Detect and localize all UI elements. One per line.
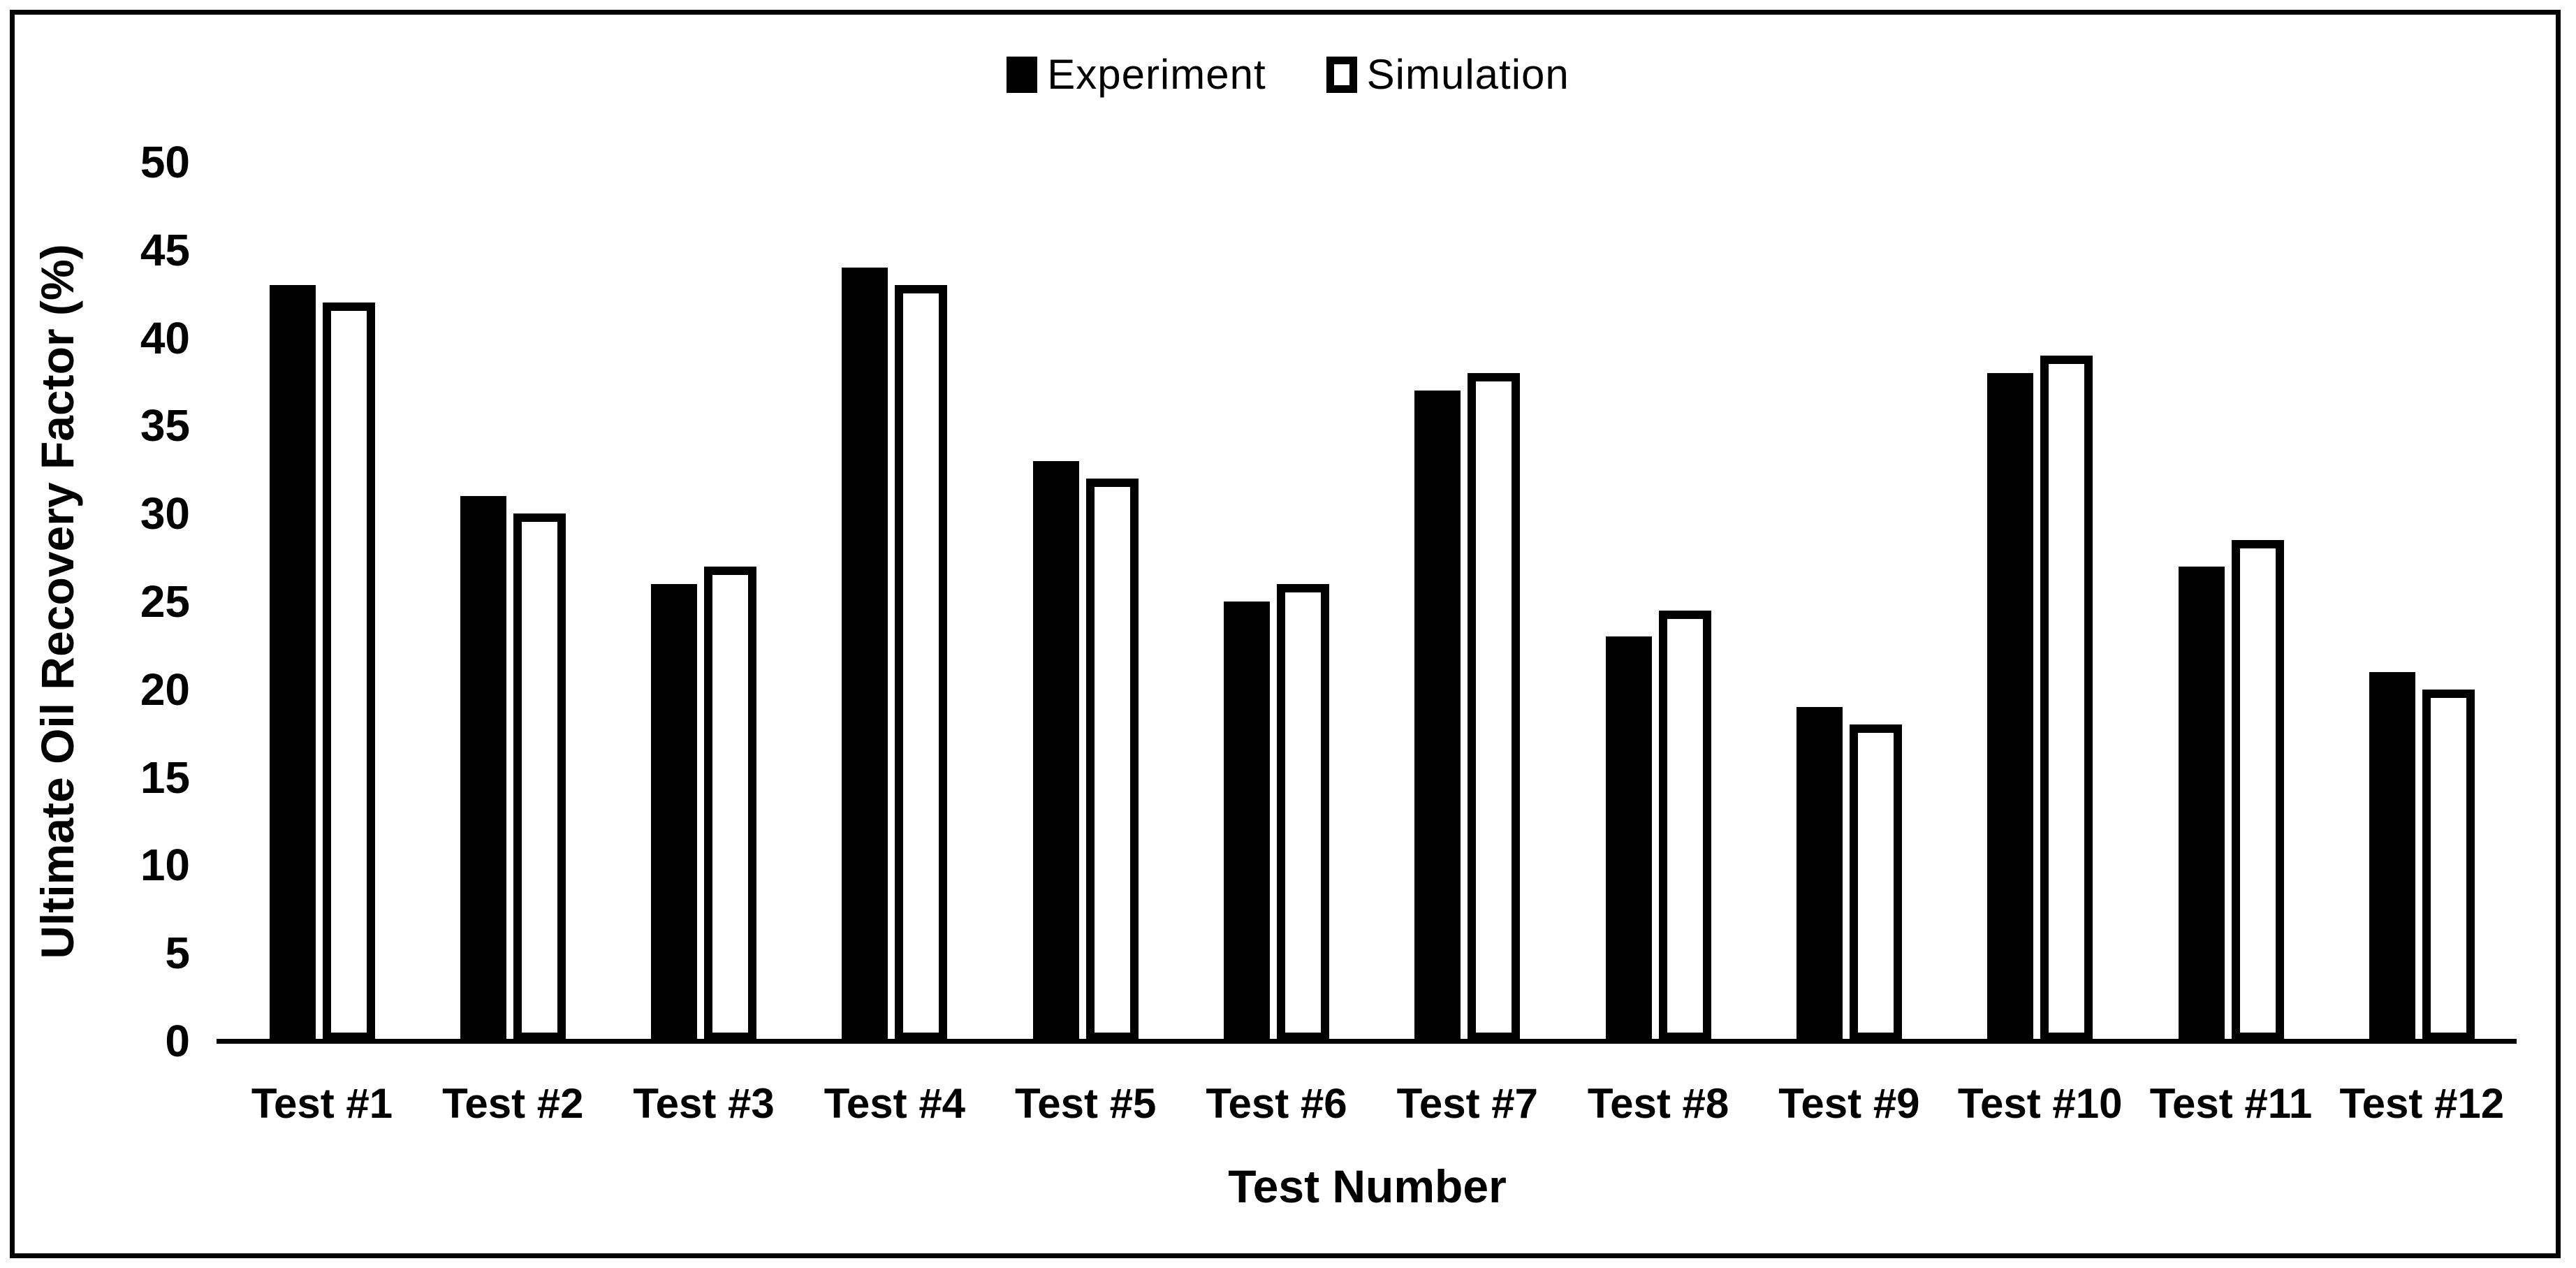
x-tick-label-test-5: Test #5: [1015, 1080, 1157, 1127]
y-tick-label-15: 15: [140, 752, 190, 803]
y-tick-label-20: 20: [140, 664, 190, 715]
x-tick-label-test-12: Test #12: [2339, 1080, 2505, 1127]
bar-experiment-test-10: [1987, 372, 2034, 1041]
legend: Experiment Simulation: [0, 50, 2576, 99]
legend-item-simulation: Simulation: [1326, 50, 1569, 99]
bar-simulation-test-8: [1658, 610, 1711, 1041]
legend-label-experiment: Experiment: [1047, 51, 1266, 98]
y-tick-label-40: 40: [140, 312, 190, 363]
bar-simulation-test-7: [1468, 372, 1521, 1041]
bar-experiment-test-1: [269, 285, 316, 1041]
bar-experiment-test-2: [460, 496, 506, 1041]
y-tick-label-50: 50: [140, 137, 190, 187]
bar-experiment-test-4: [842, 267, 888, 1041]
x-axis-title: Test Number: [1228, 1160, 1507, 1212]
y-tick-label-30: 30: [140, 488, 190, 539]
x-axis-line: [217, 1039, 2517, 1044]
bar-simulation-test-12: [2422, 689, 2475, 1041]
simulation-swatch-icon: [1326, 56, 1357, 93]
y-tick-label-25: 25: [140, 576, 190, 627]
x-tick-label-test-6: Test #6: [1206, 1080, 1347, 1127]
bar-simulation-test-3: [704, 566, 757, 1041]
bar-experiment-test-3: [651, 583, 698, 1041]
bar-experiment-test-6: [1224, 602, 1270, 1041]
bar-experiment-test-12: [2369, 671, 2415, 1041]
x-tick-label-test-2: Test #2: [442, 1080, 584, 1127]
y-tick-label-35: 35: [140, 400, 190, 451]
bar-simulation-test-5: [1085, 478, 1139, 1041]
bar-simulation-test-10: [2040, 355, 2093, 1041]
experiment-swatch-icon: [1007, 56, 1038, 93]
x-tick-label-test-11: Test #11: [2149, 1080, 2313, 1127]
legend-item-experiment: Experiment: [1007, 50, 1266, 99]
x-tick-label-test-4: Test #4: [824, 1080, 966, 1127]
bar-simulation-test-9: [1849, 724, 1902, 1041]
bar-simulation-test-1: [322, 303, 375, 1041]
x-tick-label-test-7: Test #7: [1396, 1080, 1538, 1127]
x-tick-label-test-3: Test #3: [633, 1080, 775, 1127]
bar-experiment-test-11: [2178, 566, 2225, 1041]
bar-experiment-test-9: [1796, 706, 1843, 1041]
y-tick-label-5: 5: [165, 928, 190, 979]
legend-label-simulation: Simulation: [1366, 51, 1569, 98]
x-tick-label-test-8: Test #8: [1587, 1080, 1729, 1127]
bar-experiment-test-8: [1605, 636, 1652, 1041]
bar-simulation-test-2: [513, 513, 566, 1041]
y-axis-title: Ultimate Oil Recovery Factor (%): [31, 244, 83, 959]
y-tick-label-10: 10: [140, 840, 190, 891]
x-tick-label-test-10: Test #10: [1957, 1080, 2123, 1127]
bar-simulation-test-4: [895, 285, 948, 1041]
x-tick-label-test-1: Test #1: [251, 1080, 393, 1127]
y-tick-label-0: 0: [165, 1016, 190, 1066]
y-tick-label-45: 45: [140, 224, 190, 275]
bar-experiment-test-7: [1414, 391, 1461, 1041]
bar-simulation-test-11: [2231, 539, 2284, 1041]
bar-experiment-test-5: [1032, 460, 1079, 1041]
bar-simulation-test-6: [1277, 583, 1329, 1041]
x-tick-label-test-9: Test #9: [1778, 1080, 1920, 1127]
